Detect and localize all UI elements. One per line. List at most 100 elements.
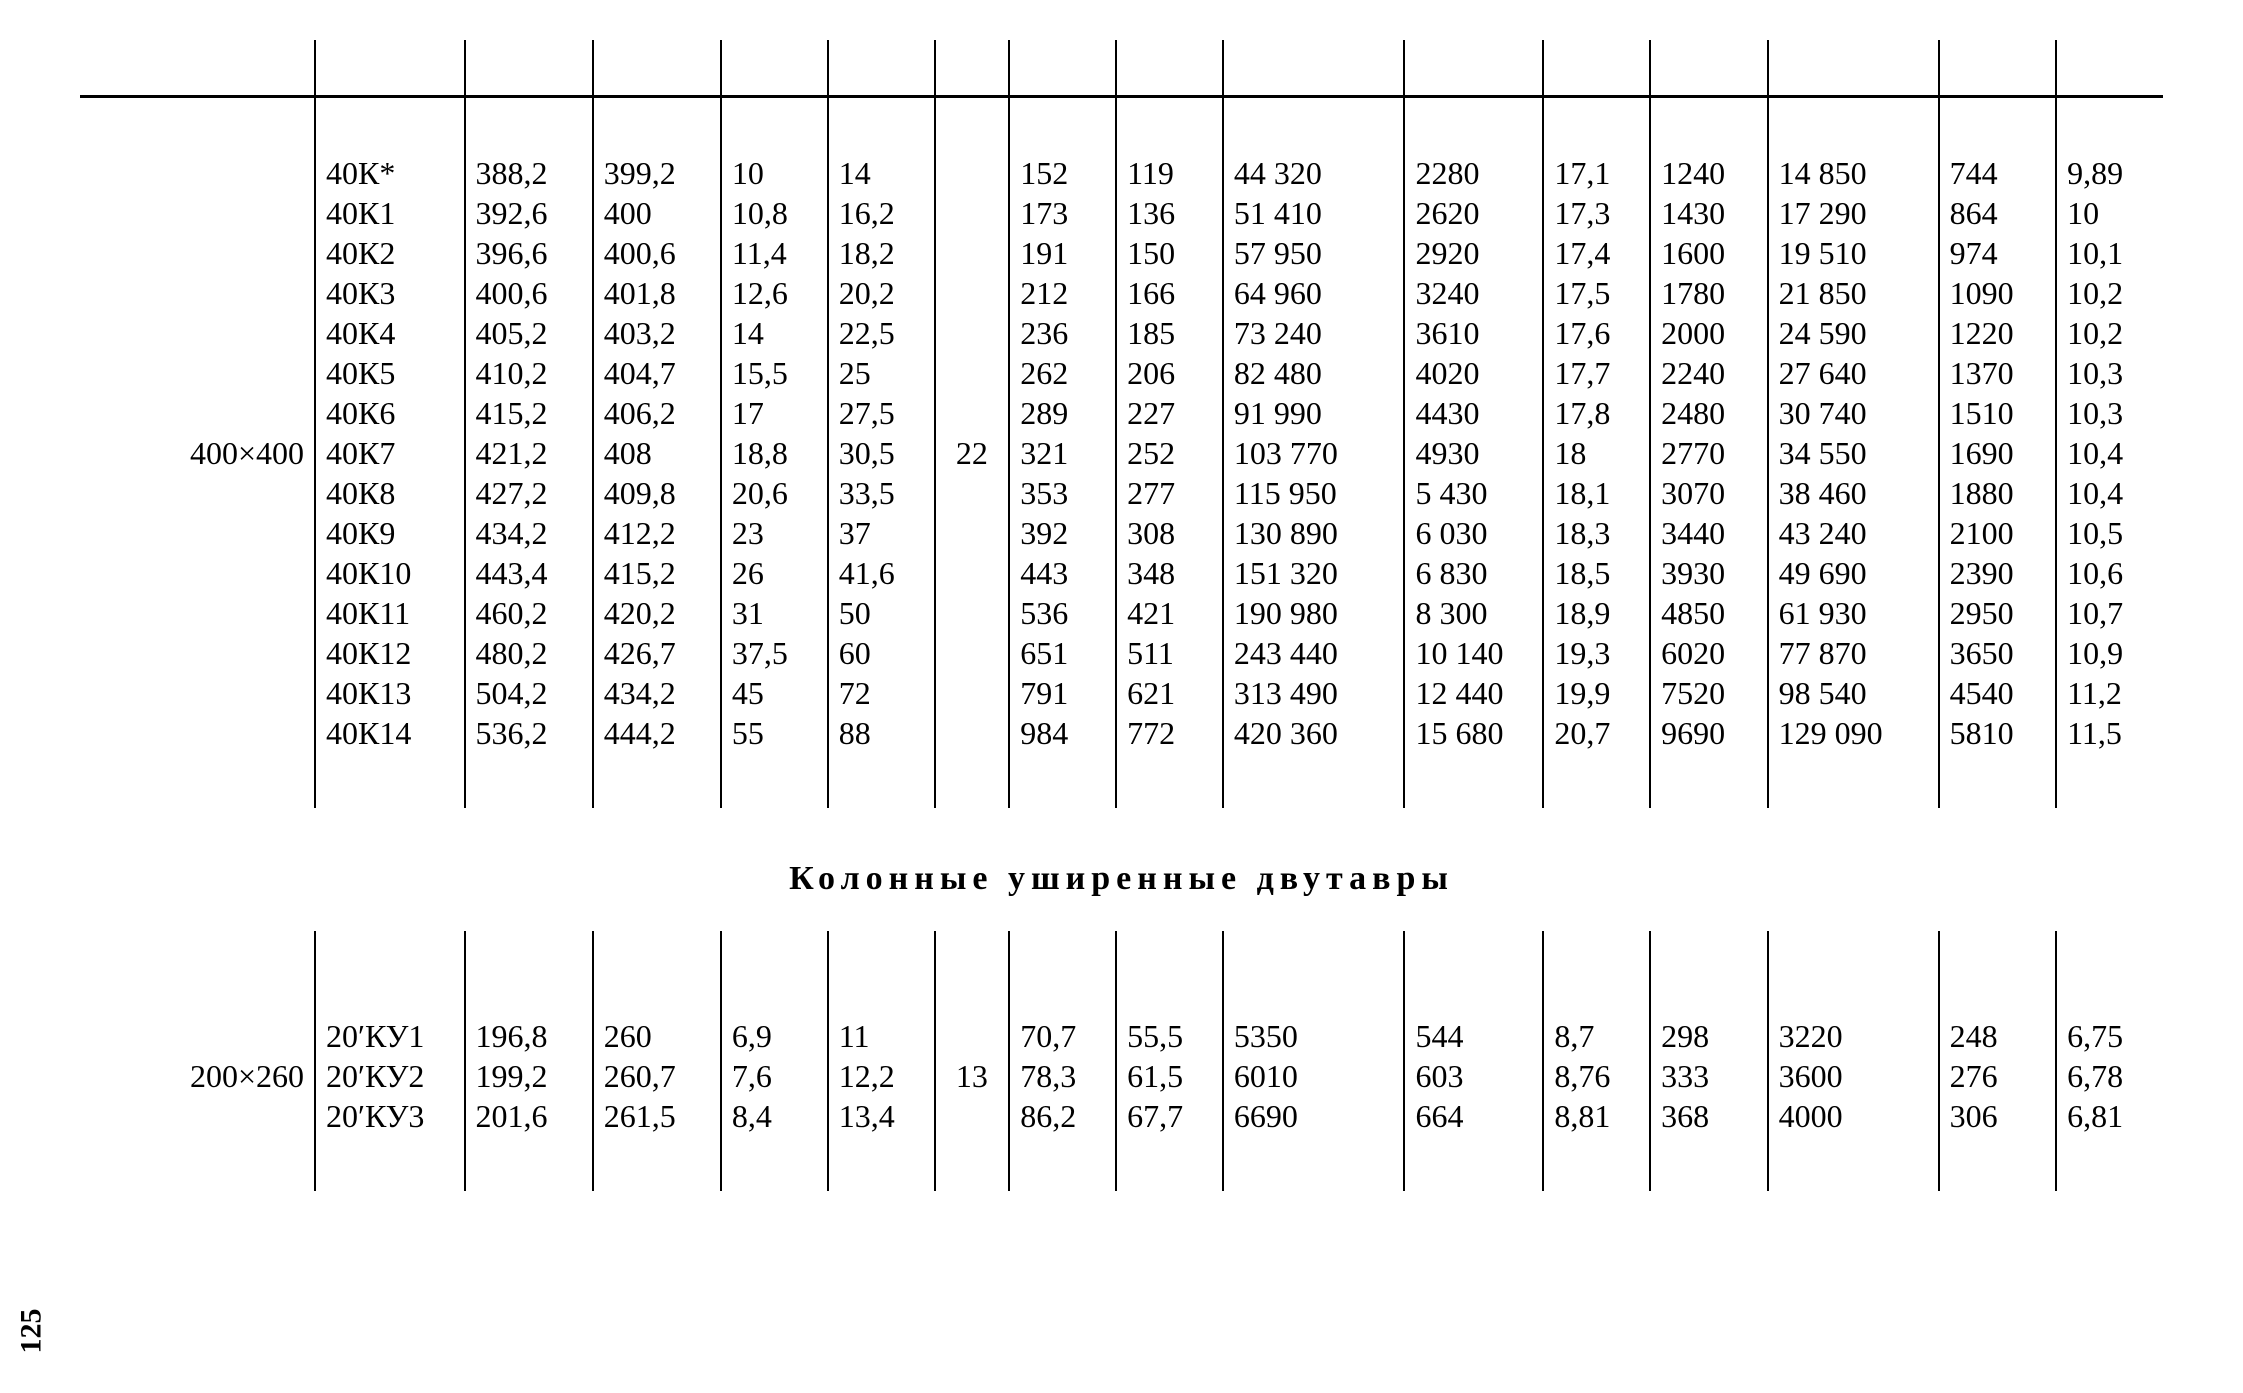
cell-tw: 31 xyxy=(721,593,828,633)
cell-Iy: 34 550 xyxy=(1768,433,1939,473)
cell-h: 415,2 xyxy=(465,393,593,433)
cell-m: 61,5 xyxy=(1116,1056,1223,1096)
cell-b: 408 xyxy=(593,433,721,473)
cell-m: 136 xyxy=(1116,193,1223,233)
cell-Ix: 103 770 xyxy=(1223,433,1405,473)
cell-tf: 88 xyxy=(828,713,935,753)
cell-tf: 22,5 xyxy=(828,313,935,353)
cell-Wy: 864 xyxy=(1939,193,2057,233)
cell-ix: 18,3 xyxy=(1543,513,1650,553)
cell-code: 40К5 xyxy=(315,353,465,393)
cell-iy: 10,1 xyxy=(2056,233,2163,273)
cell-tf: 13,4 xyxy=(828,1096,935,1136)
cell-h: 199,2 xyxy=(465,1056,593,1096)
cell-Sx: 9690 xyxy=(1650,713,1768,753)
cell-tw: 45 xyxy=(721,673,828,713)
cell-Wx: 544 xyxy=(1404,1016,1543,1056)
cell-Wy: 276 xyxy=(1939,1056,2057,1096)
cell-Sx: 3070 xyxy=(1650,473,1768,513)
cell-tw: 37,5 xyxy=(721,633,828,673)
cell-iy: 10,6 xyxy=(2056,553,2163,593)
cell-Iy: 3600 xyxy=(1768,1056,1939,1096)
cell-h: 410,2 xyxy=(465,353,593,393)
cell-h: 201,6 xyxy=(465,1096,593,1136)
cell-iy: 10,4 xyxy=(2056,473,2163,513)
cell-Iy: 21 850 xyxy=(1768,273,1939,313)
cell-A: 353 xyxy=(1009,473,1116,513)
cell-h: 504,2 xyxy=(465,673,593,713)
cell-Sx: 2770 xyxy=(1650,433,1768,473)
cell-Iy: 14 850 xyxy=(1768,153,1939,193)
cell-b: 399,2 xyxy=(593,153,721,193)
cell-Ix: 243 440 xyxy=(1223,633,1405,673)
table-row: 40К1392,640010,816,217313651 410262017,3… xyxy=(80,193,2163,233)
cell-Ix: 190 980 xyxy=(1223,593,1405,633)
cell-m: 511 xyxy=(1116,633,1223,673)
cell-Iy: 38 460 xyxy=(1768,473,1939,513)
cell-b: 403,2 xyxy=(593,313,721,353)
cell-iy: 10,4 xyxy=(2056,433,2163,473)
cell-A: 984 xyxy=(1009,713,1116,753)
cell-Wy: 306 xyxy=(1939,1096,2057,1136)
cell-Wx: 4020 xyxy=(1404,353,1543,393)
cell-Iy: 49 690 xyxy=(1768,553,1939,593)
cell-Sx: 6020 xyxy=(1650,633,1768,673)
cell-ix: 17,4 xyxy=(1543,233,1650,273)
cell-b: 426,7 xyxy=(593,633,721,673)
table-row: 40К3400,6401,812,620,221216664 960324017… xyxy=(80,273,2163,313)
cell-b: 400 xyxy=(593,193,721,233)
cell-iy: 10,5 xyxy=(2056,513,2163,553)
cell-tf: 18,2 xyxy=(828,233,935,273)
table-row: 40К14536,2444,25588984772420 36015 68020… xyxy=(80,713,2163,753)
cell-tw: 8,4 xyxy=(721,1096,828,1136)
cell-Iy: 27 640 xyxy=(1768,353,1939,393)
cell-h: 480,2 xyxy=(465,633,593,673)
cell-tf: 12,2 xyxy=(828,1056,935,1096)
cell-m: 67,7 xyxy=(1116,1096,1223,1136)
cell-Wy: 1880 xyxy=(1939,473,2057,513)
table-row: 40К6415,2406,21727,528922791 990443017,8… xyxy=(80,393,2163,433)
cell-m: 166 xyxy=(1116,273,1223,313)
cell-ix: 20,7 xyxy=(1543,713,1650,753)
cell-tw: 26 xyxy=(721,553,828,593)
cell-Wy: 2950 xyxy=(1939,593,2057,633)
cell-r: 13 xyxy=(935,1016,1010,1136)
cell-b: 400,6 xyxy=(593,233,721,273)
cell-Iy: 24 590 xyxy=(1768,313,1939,353)
cell-A: 791 xyxy=(1009,673,1116,713)
table-row: 40К12480,2426,737,560651511243 44010 140… xyxy=(80,633,2163,673)
cell-h: 427,2 xyxy=(465,473,593,513)
cell-code: 40К14 xyxy=(315,713,465,753)
cell-m: 621 xyxy=(1116,673,1223,713)
cell-Ix: 57 950 xyxy=(1223,233,1405,273)
cell-Ix: 6010 xyxy=(1223,1056,1405,1096)
cell-ix: 19,3 xyxy=(1543,633,1650,673)
cell-A: 321 xyxy=(1009,433,1116,473)
cell-ix: 18 xyxy=(1543,433,1650,473)
cell-code: 40К3 xyxy=(315,273,465,313)
cell-Wx: 10 140 xyxy=(1404,633,1543,673)
cell-b: 404,7 xyxy=(593,353,721,393)
group-label: 200×260 xyxy=(80,1016,315,1136)
cell-m: 252 xyxy=(1116,433,1223,473)
cell-ix: 17,5 xyxy=(1543,273,1650,313)
cell-tf: 16,2 xyxy=(828,193,935,233)
table-row: 40К2396,6400,611,418,219115057 950292017… xyxy=(80,233,2163,273)
cell-Ix: 82 480 xyxy=(1223,353,1405,393)
table-section-2: 200×26020′КУ1196,82606,9111370,755,55350… xyxy=(80,931,2163,1191)
cell-code: 40К11 xyxy=(315,593,465,633)
cell-A: 651 xyxy=(1009,633,1116,673)
cell-code: 40К8 xyxy=(315,473,465,513)
cell-iy: 10 xyxy=(2056,193,2163,233)
cell-iy: 10,7 xyxy=(2056,593,2163,633)
cell-Ix: 151 320 xyxy=(1223,553,1405,593)
cell-m: 206 xyxy=(1116,353,1223,393)
table-row: 40К4405,2403,21422,523618573 240361017,6… xyxy=(80,313,2163,353)
cell-Ix: 51 410 xyxy=(1223,193,1405,233)
cell-iy: 9,89 xyxy=(2056,153,2163,193)
spacer-row xyxy=(80,98,2163,153)
cell-Sx: 3930 xyxy=(1650,553,1768,593)
cell-h: 388,2 xyxy=(465,153,593,193)
cell-code: 40К7 xyxy=(315,433,465,473)
cell-ix: 18,5 xyxy=(1543,553,1650,593)
